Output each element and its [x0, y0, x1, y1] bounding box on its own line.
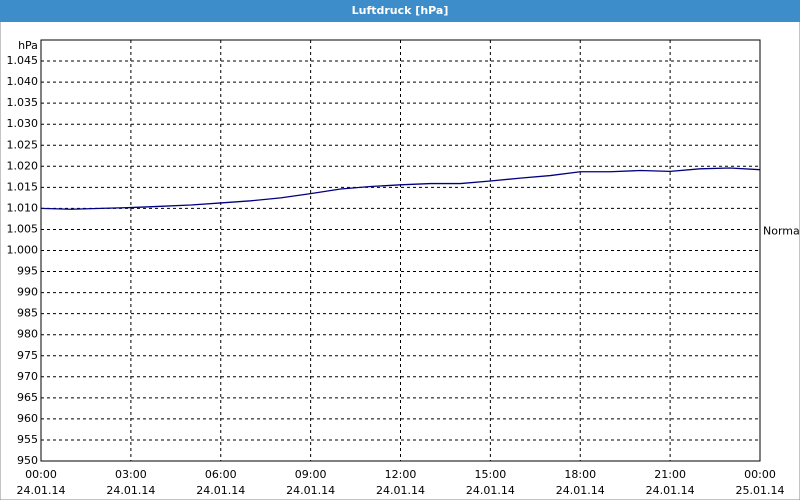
x-tick-date: 25.01.14: [736, 484, 785, 497]
y-tick-label: 990: [17, 286, 38, 299]
y-tick-label: 960: [17, 412, 38, 425]
x-tick-label: 12:00: [385, 468, 417, 481]
x-tick-label: 00:00: [25, 468, 57, 481]
y-tick-label: 995: [17, 265, 38, 278]
x-tick-date: 24.01.14: [466, 484, 515, 497]
y-tick-label: 1.025: [7, 138, 39, 151]
title-bar: [0, 0, 800, 22]
y-tick-label: 980: [17, 328, 38, 341]
annotation: Normal: [763, 225, 800, 238]
y-tick-label: 1.020: [7, 159, 39, 172]
y-tick-label: 985: [17, 307, 38, 320]
y-tick-label: 965: [17, 391, 38, 404]
y-tick-label: 1.005: [7, 222, 39, 235]
x-tick-label: 09:00: [295, 468, 327, 481]
x-tick-date: 24.01.14: [17, 484, 66, 497]
line: [40, 167, 761, 210]
x-tick-date: 24.01.14: [556, 484, 605, 497]
y-tick-label: 1.010: [7, 201, 39, 214]
y-axis-label: hPa: [18, 39, 38, 52]
y-tick-label: 955: [17, 433, 38, 446]
x-tick-date: 24.01.14: [106, 484, 155, 497]
y-tick-label: 1.045: [7, 54, 39, 67]
x-tick-label: 00:00: [744, 468, 776, 481]
y-tick-label: 1.035: [7, 96, 39, 109]
x-tick-date: 24.01.14: [646, 484, 695, 497]
y-tick-label: 1.015: [7, 180, 39, 193]
chart-title: Luftdruck [hPa]: [352, 4, 449, 17]
y-tick-label: 1.000: [7, 244, 39, 257]
y-tick-label: 950: [17, 454, 38, 467]
x-tick-label: 21:00: [654, 468, 686, 481]
x-tick-label: 15:00: [475, 468, 507, 481]
x-tick-date: 24.01.14: [196, 484, 245, 497]
y-tick-label: 1.030: [7, 117, 39, 130]
x-tick-label: 18:00: [564, 468, 596, 481]
y-tick-label: 1.040: [7, 75, 39, 88]
x-tick-label: 06:00: [205, 468, 237, 481]
y-tick-label: 970: [17, 370, 38, 383]
x-tick-label: 03:00: [115, 468, 147, 481]
x-tick-date: 24.01.14: [376, 484, 425, 497]
y-tick-label: 975: [17, 349, 38, 362]
x-tick-date: 24.01.14: [286, 484, 335, 497]
